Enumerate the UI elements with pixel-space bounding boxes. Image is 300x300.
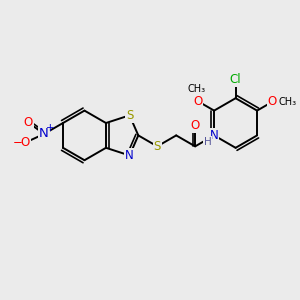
Text: N: N [125,149,134,162]
Text: CH₃: CH₃ [187,84,205,94]
Text: O: O [23,116,33,129]
Text: O: O [268,95,277,108]
Text: CH₃: CH₃ [278,97,296,107]
Text: −: − [13,136,23,148]
Text: N: N [210,129,218,142]
Text: N: N [39,128,49,140]
Text: +: + [46,122,55,133]
Text: S: S [126,109,133,122]
Text: H: H [204,137,212,147]
Text: O: O [20,136,30,149]
Text: S: S [154,140,161,153]
Text: Cl: Cl [230,73,242,86]
Text: O: O [193,94,202,108]
Text: O: O [190,119,200,132]
